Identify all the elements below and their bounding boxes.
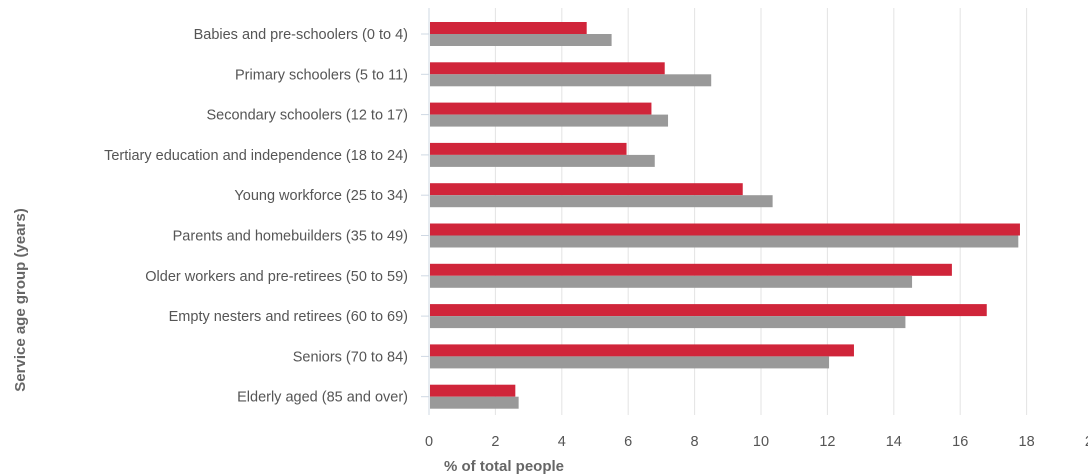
x-tick-label: 14: [886, 434, 902, 450]
x-tick-label: 18: [1019, 434, 1035, 450]
bar: [430, 396, 519, 409]
y-axis-title: Service age group (years): [12, 208, 29, 391]
bar: [430, 223, 1020, 236]
bar: [430, 114, 669, 127]
x-tick-label: 4: [558, 434, 566, 450]
bar: [430, 195, 773, 208]
bar: [430, 22, 587, 34]
x-tick-label: 16: [952, 434, 968, 450]
bar: [430, 62, 665, 75]
bar: [430, 384, 516, 397]
x-tick-label: 8: [691, 434, 699, 450]
x-axis-title: % of total people: [444, 458, 564, 475]
category-label: Elderly aged (85 and over): [237, 390, 408, 406]
category-label: Seniors (70 to 84): [293, 349, 408, 365]
bar: [430, 102, 652, 115]
category-label: Older workers and pre-retirees (50 to 59…: [145, 269, 408, 285]
x-tick-label: 0: [425, 434, 433, 450]
bar: [430, 356, 830, 369]
bar: [430, 34, 612, 46]
x-tick-label: 2: [491, 434, 499, 450]
bar: [430, 74, 712, 87]
category-label: Tertiary education and independence (18 …: [104, 148, 408, 164]
bar: [430, 263, 952, 276]
bar: [430, 316, 906, 329]
bar: [430, 154, 655, 167]
category-label: Young workforce (25 to 34): [234, 188, 408, 204]
bar: [430, 275, 913, 288]
category-labels: Babies and pre-schoolers (0 to 4) Primary…: [104, 27, 408, 406]
bar: [430, 235, 1019, 248]
category-label: Parents and homebuilders (35 to 49): [173, 229, 408, 245]
category-label: Babies and pre-schoolers (0 to 4): [194, 27, 408, 43]
x-tick-label: 10: [753, 434, 769, 450]
x-tick-label: 6: [624, 434, 632, 450]
bar: [430, 344, 854, 357]
bar: [430, 304, 987, 317]
bar: [430, 183, 743, 196]
x-tick-label: 12: [819, 434, 835, 450]
y-tick-marks: [421, 33, 429, 398]
category-label: Secondary schoolers (12 to 17): [207, 108, 409, 124]
category-label: Empty nesters and retirees (60 to 69): [169, 309, 408, 325]
x-tick-labels: 0 2 4 6 8 10 12 14 16 18 20: [425, 434, 1088, 450]
bars-group: [430, 22, 1020, 409]
x-tick-label: 20: [1085, 434, 1088, 450]
category-label: Primary schoolers (5 to 11): [235, 67, 408, 83]
bar: [430, 142, 627, 155]
